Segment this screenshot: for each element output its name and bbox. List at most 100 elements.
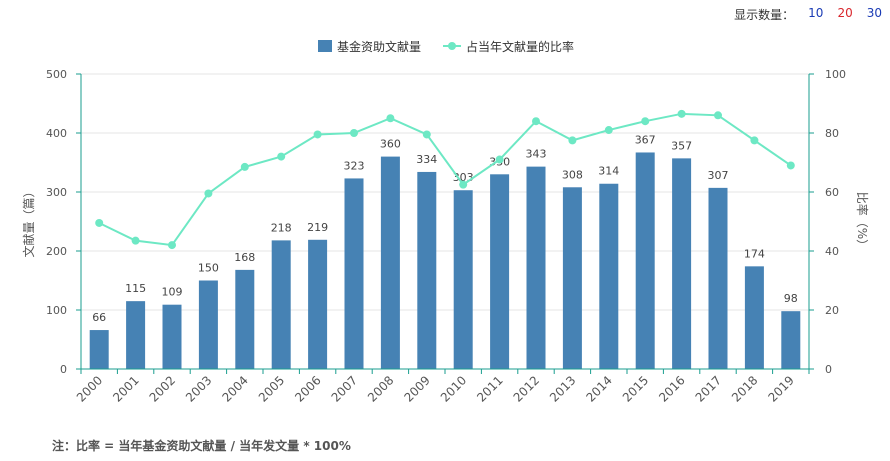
bar-data-label: 98 xyxy=(784,292,798,305)
bar-data-label: 323 xyxy=(344,159,365,172)
ratio-point[interactable] xyxy=(786,161,795,170)
ratio-point[interactable] xyxy=(495,155,504,164)
y-tick-label: 200 xyxy=(46,245,67,258)
bar-data-label: 360 xyxy=(380,138,401,151)
y2-tick-label: 40 xyxy=(825,245,839,258)
y2-tick-label: 80 xyxy=(825,127,839,140)
bar-data-label: 168 xyxy=(234,251,255,264)
ratio-point[interactable] xyxy=(714,111,722,120)
bar-data-label: 218 xyxy=(271,221,292,234)
bar-data-label: 334 xyxy=(416,153,437,166)
bar-data-label: 307 xyxy=(708,169,729,182)
bar[interactable] xyxy=(635,152,655,369)
ratio-point[interactable] xyxy=(240,162,249,171)
y2-tick-label: 20 xyxy=(825,304,839,317)
bar-data-label: 109 xyxy=(162,286,183,299)
bar-data-labels: 6611510915016821821932336033430333034330… xyxy=(92,133,798,324)
display-count-label: 显示数量： xyxy=(734,8,795,22)
bar[interactable] xyxy=(162,304,182,369)
x-tick-label: 2018 xyxy=(729,373,760,404)
bar-data-label: 66 xyxy=(92,311,106,324)
legend-item-bar[interactable]: 基金资助文献量 xyxy=(318,39,421,54)
y2-axis-title: 比率（%） xyxy=(855,192,870,251)
x-tick-label: 2007 xyxy=(329,373,360,404)
y-tick-label: 100 xyxy=(46,304,67,317)
bar-data-label: 219 xyxy=(307,221,328,234)
ratio-point[interactable] xyxy=(277,152,286,161)
chart: 基金资助文献量 占当年文献量的比率 66 115 109 150 168 218 219 32… xyxy=(21,39,870,405)
ratio-point[interactable] xyxy=(532,117,540,126)
legend-line-marker xyxy=(448,42,456,50)
x-tick-label: 2011 xyxy=(474,373,505,404)
bar[interactable] xyxy=(562,187,582,369)
ratio-point[interactable] xyxy=(350,129,358,137)
display-count-option-10[interactable]: 10 xyxy=(808,6,824,20)
bar[interactable] xyxy=(672,158,692,369)
legend-line-label: 占当年文献量的比率 xyxy=(466,39,574,54)
ratio-point[interactable] xyxy=(677,109,686,118)
bar[interactable] xyxy=(380,156,400,369)
bar-data-label: 367 xyxy=(635,133,656,146)
bar-data-label: 314 xyxy=(598,165,619,178)
bar[interactable] xyxy=(526,166,546,369)
ratio-line xyxy=(98,112,792,247)
bar-data-label: 308 xyxy=(562,168,583,181)
x-tick-label: 2003 xyxy=(183,373,214,404)
bar[interactable] xyxy=(453,190,473,369)
bar-data-label: 357 xyxy=(671,139,692,152)
x-tick-label: 2005 xyxy=(256,373,287,404)
bar-data-label: 343 xyxy=(526,148,547,161)
ratio-point[interactable] xyxy=(459,180,468,189)
x-tick-label: 2004 xyxy=(219,373,250,404)
ratio-point[interactable] xyxy=(568,136,577,145)
legend-item-line[interactable]: 占当年文献量的比率 xyxy=(443,39,574,54)
bar-series xyxy=(89,152,801,370)
bar[interactable] xyxy=(599,183,619,369)
x-tick-label: 2015 xyxy=(620,373,651,404)
bar[interactable] xyxy=(235,269,255,369)
display-count-option-20[interactable]: 20 xyxy=(837,6,853,20)
x-tick-label: 2000 xyxy=(74,373,105,404)
bar[interactable] xyxy=(744,266,764,369)
bar[interactable] xyxy=(126,301,146,369)
x-tick-label: 2010 xyxy=(438,373,469,404)
footnote: 注：比率 = 当年基金资助文献量 / 当年发文量 * 100% xyxy=(52,439,351,453)
display-count-option-30[interactable]: 30 xyxy=(866,6,882,20)
y-tick-label: 500 xyxy=(46,68,67,81)
bar[interactable] xyxy=(708,187,728,369)
y2-tick-label: 60 xyxy=(825,186,839,199)
bar[interactable] xyxy=(89,330,109,369)
ratio-point[interactable] xyxy=(641,117,650,126)
x-tick-label: 2016 xyxy=(656,373,687,404)
x-tick-label: 2009 xyxy=(401,373,432,404)
bar[interactable] xyxy=(308,239,328,369)
x-tick-label: 2001 xyxy=(110,373,141,404)
bar-data-label: 115 xyxy=(125,282,146,295)
legend-bar-label: 基金资助文献量 xyxy=(337,39,421,54)
ratio-point[interactable] xyxy=(95,218,104,227)
x-tick-label: 2017 xyxy=(693,373,724,404)
ratio-point[interactable] xyxy=(604,126,613,135)
ratio-point[interactable] xyxy=(131,236,140,245)
y-tick-label: 0 xyxy=(60,363,67,376)
y-axis-title: 文献量（篇） xyxy=(21,185,36,257)
ratio-point[interactable] xyxy=(168,241,176,250)
ratio-point[interactable] xyxy=(750,136,759,145)
x-tick-label: 2002 xyxy=(147,373,178,404)
legend: 基金资助文献量 占当年文献量的比率 xyxy=(318,39,574,54)
legend-bar-swatch xyxy=(318,40,332,52)
ratio-point[interactable] xyxy=(204,189,213,198)
bar[interactable] xyxy=(417,171,437,369)
y-tick-label: 300 xyxy=(46,186,67,199)
bar[interactable] xyxy=(781,311,801,369)
ratio-point[interactable] xyxy=(386,114,395,123)
ratio-point[interactable] xyxy=(422,130,431,139)
bar[interactable] xyxy=(198,280,218,370)
bar[interactable] xyxy=(344,178,364,369)
display-count-selector: 显示数量： 10 20 30 xyxy=(734,6,882,23)
y-tick-label: 400 xyxy=(46,127,67,140)
bar[interactable] xyxy=(490,174,510,369)
bar-data-label: 150 xyxy=(198,262,219,275)
ratio-point[interactable] xyxy=(313,130,322,139)
bar[interactable] xyxy=(271,240,291,369)
